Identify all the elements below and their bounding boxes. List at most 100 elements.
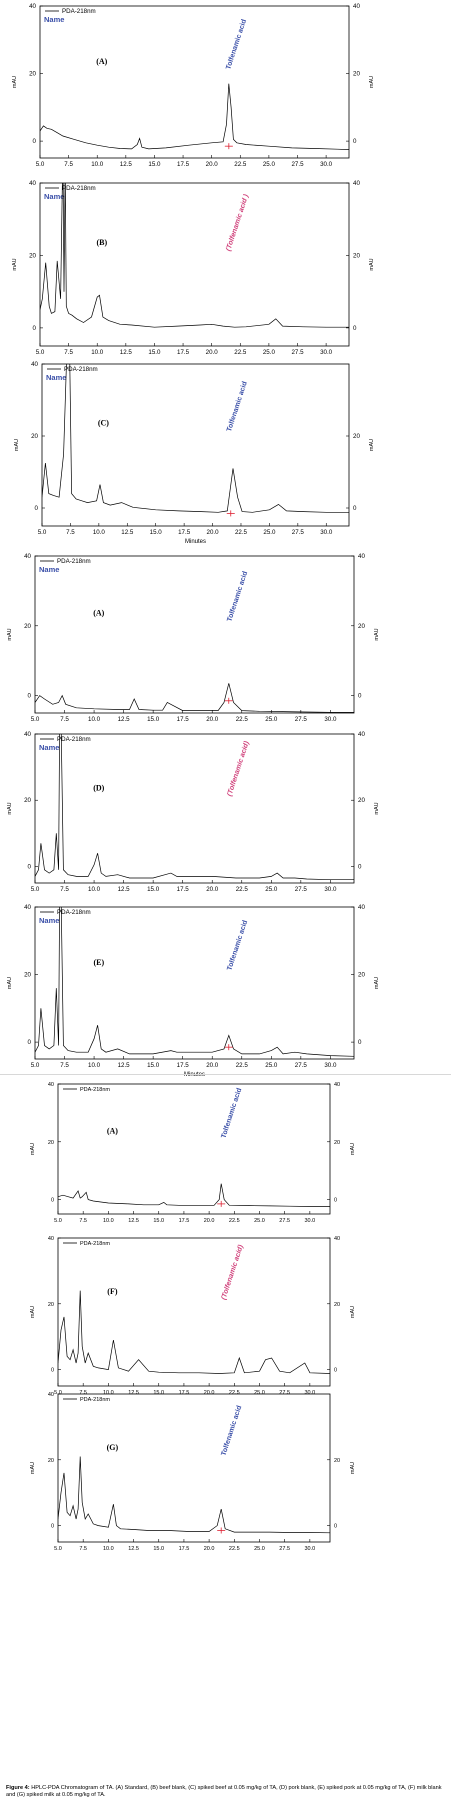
x-tick-label: 22.5: [236, 716, 249, 723]
x-tick-label: 27.5: [279, 1390, 290, 1396]
chromatogram-trace: [35, 907, 354, 1057]
chromatogram-trace: [42, 364, 349, 513]
x-tick-label: 27.5: [295, 716, 308, 723]
x-tick-label: 10.0: [91, 349, 104, 356]
x-tick-label: 30.0: [324, 716, 337, 723]
legend-label: PDA-218nm: [64, 366, 98, 373]
x-tick-label: 25.0: [265, 716, 278, 723]
plot-frame: [41, 363, 350, 527]
figure-caption-text: HPLC-PDA Chromatogram of TA. (A) Standar…: [6, 1785, 442, 1798]
peak-annotation: Tolfenamic acid: [226, 381, 249, 433]
x-tick-label: 20.0: [206, 886, 219, 893]
series-name: Name: [39, 916, 59, 925]
x-tick-label: 17.5: [179, 1390, 190, 1396]
x-tick-label: 30.0: [320, 161, 333, 168]
y-axis-label-right: mAU: [374, 802, 380, 814]
y-axis-label: mAU: [14, 439, 20, 451]
x-tick-label: 15.0: [153, 1218, 164, 1224]
x-tick-label: 17.5: [177, 886, 190, 893]
x-tick-label: 12.5: [128, 1390, 139, 1396]
x-tick-label: 20.0: [204, 1546, 215, 1552]
panel-label: (G): [107, 1443, 119, 1452]
peak-annotation: (Tolfenamic acid): [226, 740, 251, 797]
figure-caption-label: Figure 4:: [6, 1785, 30, 1791]
x-tick-label: 12.5: [118, 886, 131, 893]
series-name: Name: [39, 565, 59, 574]
x-tick-label: 10.0: [88, 886, 101, 893]
x-tick-label: 30.0: [324, 1062, 337, 1069]
figure-caption: Figure 4: HPLC-PDA Chromatogram of TA. (…: [6, 1785, 446, 1798]
y-tick-label: 40: [48, 1082, 54, 1088]
y-axis-label-right: mAU: [350, 1143, 356, 1155]
chromatogram-trace: [40, 83, 349, 150]
x-axis-label: Minutes: [185, 539, 206, 545]
y-tick-label-right: 20: [334, 1302, 340, 1308]
y-axis-label: mAU: [30, 1306, 36, 1318]
chromatogram-trace: [40, 183, 349, 328]
x-tick-label: 25.0: [254, 1546, 265, 1552]
x-tick-label: 22.5: [229, 1546, 240, 1552]
x-tick-label: 27.5: [279, 1546, 290, 1552]
x-tick-label: 30.0: [304, 1546, 315, 1552]
y-tick-label: 0: [33, 325, 37, 332]
y-axis-label-right: mAU: [369, 76, 375, 88]
plot-frame: [57, 1083, 331, 1215]
x-tick-label: 25.0: [265, 1062, 278, 1069]
y-axis-label: mAU: [12, 258, 18, 270]
x-tick-label: 7.5: [64, 161, 73, 168]
peak-annotation: (Tolfenamic acid): [220, 1243, 245, 1300]
y-axis-label: mAU: [12, 76, 18, 88]
y-tick-label: 20: [29, 71, 36, 78]
chart-panel-4: 5.0 7.5 10.0 12.5 15.0 17.5 20.0 22.5 25.0 27.5 30…: [7, 553, 380, 723]
y-axis-label-right: mAU: [374, 628, 380, 640]
x-tick-label: 25.0: [265, 886, 278, 893]
y-axis-label: mAU: [30, 1143, 36, 1155]
series-name: Name: [44, 15, 64, 24]
x-tick-label: 17.5: [177, 1062, 190, 1069]
panel-label: (A): [93, 609, 104, 618]
plot-frame: [34, 733, 355, 884]
chart-panel-6: 5.0 7.5 10.0 12.5 15.0 17.5 20.0 22.5 25.0 27.5 30…: [7, 904, 380, 1078]
y-tick-label: 20: [48, 1302, 54, 1308]
chromatogram-trace: [58, 1456, 330, 1534]
y-tick-label: 0: [28, 863, 32, 870]
x-tick-label: 12.5: [118, 716, 131, 723]
peak-annotation: Tolfenamic acid: [226, 919, 249, 971]
x-tick-label: 12.5: [120, 161, 133, 168]
peak-annotation: Tolfenamic acid: [220, 1405, 243, 1457]
x-tick-label: 12.5: [128, 1218, 139, 1224]
x-tick-label: 20.0: [206, 349, 219, 356]
x-tick-label: 15.0: [153, 1390, 164, 1396]
x-tick-label: 10.0: [103, 1546, 114, 1552]
y-tick-label: 40: [24, 904, 31, 911]
x-tick-label: 15.0: [150, 529, 163, 536]
y-tick-label-right: 40: [358, 904, 365, 911]
y-tick-label-right: 20: [353, 252, 360, 259]
x-tick-label: 27.5: [295, 1062, 308, 1069]
legend-label: PDA-218nm: [62, 185, 96, 192]
panel-label: (F): [107, 1287, 118, 1296]
plot-frame: [39, 182, 350, 347]
panel-label: (A): [107, 1126, 118, 1135]
y-tick-label-right: 0: [358, 693, 362, 700]
y-axis-label: mAU: [7, 977, 13, 989]
y-tick-label-right: 0: [334, 1524, 337, 1530]
legend-label: PDA-218nm: [62, 8, 96, 15]
x-tick-label: 27.5: [279, 1218, 290, 1224]
y-tick-label-right: 40: [334, 1236, 340, 1242]
x-tick-label: 17.5: [177, 349, 190, 356]
y-tick-label-right: 0: [353, 505, 357, 512]
chromatogram-trace: [35, 683, 354, 713]
x-tick-label: 10.0: [103, 1218, 114, 1224]
x-tick-label: 17.5: [177, 161, 190, 168]
x-tick-label: 10.0: [88, 1062, 101, 1069]
x-tick-label: 7.5: [66, 529, 75, 536]
x-tick-label: 5.0: [31, 1062, 40, 1069]
panel-label: (B): [96, 238, 107, 247]
plot-frame: [57, 1393, 331, 1543]
x-tick-label: 25.0: [263, 161, 276, 168]
x-tick-label: 22.5: [234, 349, 247, 356]
x-tick-label: 25.0: [254, 1218, 265, 1224]
y-tick-label: 40: [24, 731, 31, 738]
y-tick-label: 0: [28, 1039, 32, 1046]
